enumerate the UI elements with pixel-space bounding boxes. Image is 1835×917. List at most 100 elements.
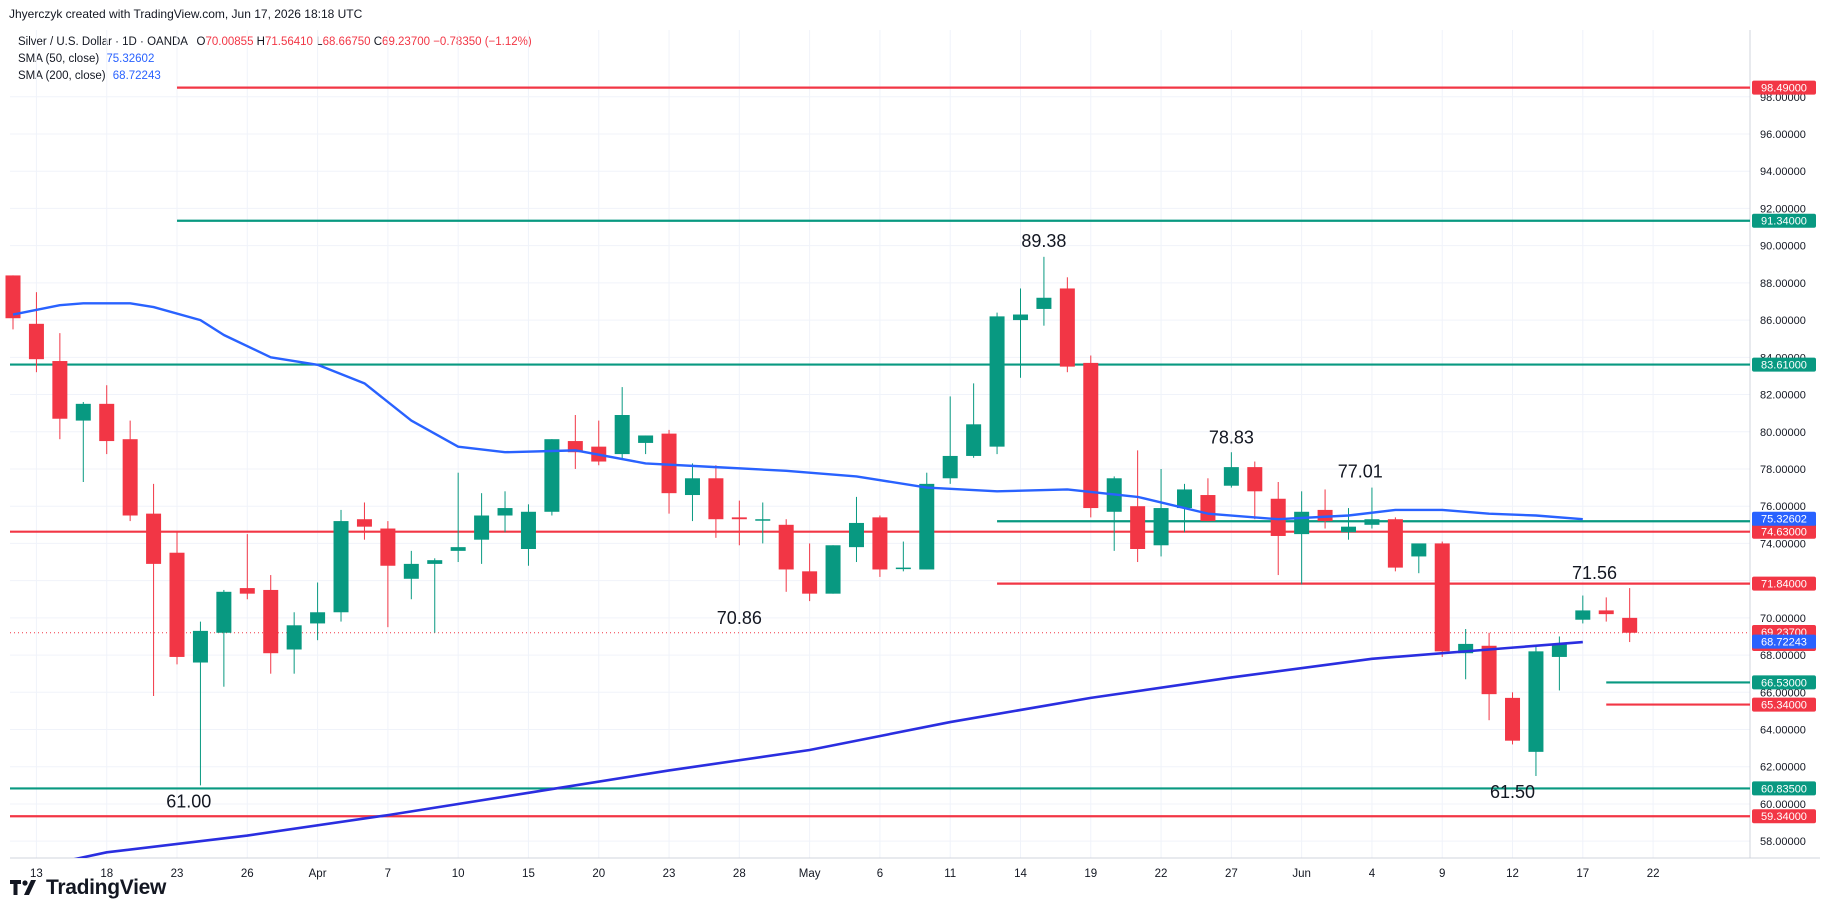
x-tick-label: Jun (1292, 868, 1311, 880)
x-tick-label: 18 (100, 868, 113, 880)
price-annotation: 89.38 (1021, 231, 1066, 251)
candle-body (1411, 543, 1427, 557)
x-tick-label: 22 (1647, 868, 1660, 880)
candle-body (1434, 543, 1450, 652)
y-tick-label: 86.00000 (1760, 315, 1806, 327)
candle-body (1364, 519, 1380, 525)
candle-body (755, 519, 771, 521)
candle-body (544, 439, 560, 512)
open-label: O (196, 36, 206, 48)
sma200-group (73, 640, 1583, 858)
candle-body (28, 323, 44, 360)
candle-body (661, 433, 677, 494)
y-tick-label: 66.00000 (1760, 687, 1806, 699)
candle-body (989, 316, 1005, 447)
attribution-text: Jhyerczyk created with TradingView.com, … (9, 7, 363, 21)
price-tag (1752, 634, 1816, 649)
y-tick-label: 68.00000 (1760, 650, 1806, 662)
price-tag (1752, 524, 1816, 539)
candle-body (99, 403, 115, 442)
candle-body (122, 439, 138, 516)
candle-body (1341, 526, 1357, 533)
price-tag-label: 91.34000 (1761, 216, 1807, 228)
low-label: L (316, 36, 323, 48)
price-tag (1752, 576, 1816, 591)
x-tick-label: Apr (309, 868, 327, 880)
candle-body (380, 528, 396, 566)
high-value: 71.56410 (264, 36, 313, 48)
candle-body (731, 517, 747, 520)
price-tag-label: 74.63000 (1761, 527, 1807, 539)
x-tick-label: 13 (30, 868, 43, 880)
sma200-value: 68.72243 (112, 70, 161, 82)
price-tag-label: 60.83500 (1761, 783, 1807, 795)
y-tick-label: 88.00000 (1760, 278, 1806, 290)
candle-body (75, 403, 91, 421)
candle-body (474, 515, 490, 540)
x-tick-label: 26 (241, 868, 254, 880)
candle-body (825, 545, 841, 594)
sma50-legend-row[interactable]: SMA (50, close) 75.32602 (18, 51, 532, 68)
candle-body (520, 511, 536, 549)
candle-body (1130, 506, 1146, 549)
x-tick-label: 22 (1155, 868, 1168, 880)
price-tag (1752, 809, 1816, 824)
sma50-line (12, 302, 1583, 521)
candle-body (567, 441, 583, 453)
tradingview-footer[interactable]: TradingView (10, 876, 166, 900)
price-annotation: 77.01 (1338, 461, 1383, 481)
price-tag (1752, 697, 1816, 712)
candle-body (497, 508, 513, 516)
y-tick-label: 70.00000 (1760, 613, 1806, 625)
candle-body (1012, 314, 1028, 321)
price-tag-label: 66.53000 (1761, 677, 1807, 689)
x-tick-label: 23 (663, 868, 676, 880)
sma50-value: 75.32602 (106, 53, 155, 65)
candle-body (638, 435, 654, 443)
x-tick-label: 11 (944, 868, 956, 880)
candle-body (1551, 643, 1567, 657)
x-tick-label: 4 (1369, 868, 1376, 880)
tradingview-logo-icon (10, 880, 36, 895)
candle-body (146, 513, 162, 564)
y-tick-label: 78.00000 (1760, 464, 1806, 476)
candle-body (848, 522, 864, 548)
candle-body (427, 560, 443, 564)
candle-body (1200, 495, 1216, 522)
x-tick-label: 12 (1506, 868, 1519, 880)
candle-body (239, 588, 255, 594)
candle-body (1036, 297, 1052, 309)
candle-body (169, 552, 185, 657)
x-tick-label: 23 (171, 868, 184, 880)
y-tick-label: 90.00000 (1760, 241, 1806, 253)
y-tick-label: 58.00000 (1760, 836, 1806, 848)
price-tag-label: 98.49000 (1761, 83, 1807, 95)
x-tick-label: 6 (877, 868, 883, 880)
candle-body (1528, 651, 1544, 752)
candle-body (1177, 489, 1192, 509)
candle-body (5, 275, 21, 319)
candle-body (872, 517, 888, 570)
y-tick-label: 98.00000 (1760, 92, 1806, 104)
close-label: C (373, 36, 383, 48)
sma200-legend-row[interactable]: SMA (200, close) 68.72243 (18, 68, 532, 85)
candle-body (1505, 697, 1521, 741)
candle-body (1458, 643, 1474, 654)
y-tick-label: 62.00000 (1760, 762, 1806, 774)
candle-body (52, 361, 68, 419)
x-tick-label: 17 (1576, 868, 1589, 880)
candle-body (356, 519, 372, 527)
high-label: H (256, 36, 265, 48)
y-tick-label: 74.00000 (1760, 538, 1806, 550)
sma200-label: SMA (200, close) (18, 70, 106, 82)
price-tag-label: 71.84000 (1761, 579, 1807, 591)
y-tick-label: 92.00000 (1760, 203, 1806, 215)
y-tick-label: 60.00000 (1760, 799, 1806, 811)
x-tick-label: 7 (385, 868, 391, 880)
x-tick-label: 14 (1014, 868, 1027, 880)
price-tag (1752, 357, 1816, 372)
candle-body (450, 547, 466, 551)
y-tick-label: 94.00000 (1760, 166, 1806, 178)
price-tag-label: 83.61000 (1761, 360, 1807, 372)
